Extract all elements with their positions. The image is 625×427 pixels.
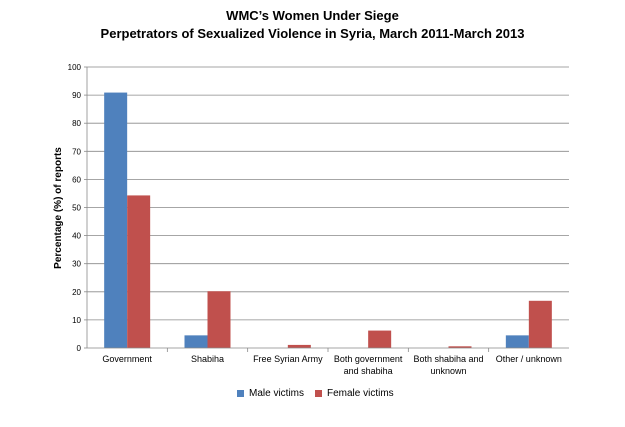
x-tick-label: Both shabiha and [413, 354, 483, 364]
bar-female [528, 300, 552, 348]
x-tick-label: Shabiha [191, 354, 224, 364]
y-tick-label: 40 [72, 232, 81, 241]
y-tick-labels: 0 10 20 30 40 50 60 70 80 90 100 [68, 63, 82, 353]
x-tick-label: Free Syrian Army [253, 354, 323, 364]
bar-female [287, 344, 311, 348]
y-tick-label: 100 [68, 63, 82, 72]
legend-swatch-male [237, 390, 244, 397]
y-tick-label: 0 [77, 344, 82, 353]
x-tick-label: Both government [334, 354, 403, 364]
y-tick-label: 70 [72, 147, 81, 156]
y-tick-label: 90 [72, 91, 81, 100]
bar-female [207, 291, 231, 348]
y-tick-label: 20 [72, 288, 81, 297]
bar-female [368, 330, 392, 348]
legend-item-male: Male victims [237, 388, 304, 399]
bar-male [184, 335, 208, 348]
legend: Male victims Female victims [0, 388, 625, 404]
y-tick-label: 60 [72, 175, 81, 184]
axes [84, 66, 569, 352]
x-tick-label: and shabiha [344, 366, 393, 376]
gridlines [87, 66, 569, 321]
x-tick-labels: Government Shabiha Free Syrian Army Both go… [102, 354, 561, 376]
y-tick-label: 30 [72, 260, 81, 269]
legend-item-female: Female victims [315, 388, 394, 399]
legend-label-female: Female victims [327, 388, 394, 399]
y-tick-label: 50 [72, 204, 81, 213]
bars [104, 92, 552, 348]
bar-female [448, 346, 472, 348]
bar-female [127, 195, 151, 348]
x-tick-label: Other / unknown [496, 354, 562, 364]
legend-swatch-female [315, 390, 322, 397]
chart-title: WMC’s Women Under Siege [226, 8, 399, 23]
y-axis-label: Percentage (%) of reports [53, 147, 64, 269]
y-tick-label: 80 [72, 119, 81, 128]
bar-male [104, 92, 128, 348]
x-tick-label: Government [102, 354, 152, 364]
legend-label-male: Male victims [249, 388, 305, 399]
x-tick-label: unknown [430, 366, 466, 376]
bar-male [505, 335, 529, 348]
y-tick-label: 10 [72, 316, 81, 325]
chart-subtitle: Perpetrators of Sexualized Violence in S… [100, 26, 525, 41]
